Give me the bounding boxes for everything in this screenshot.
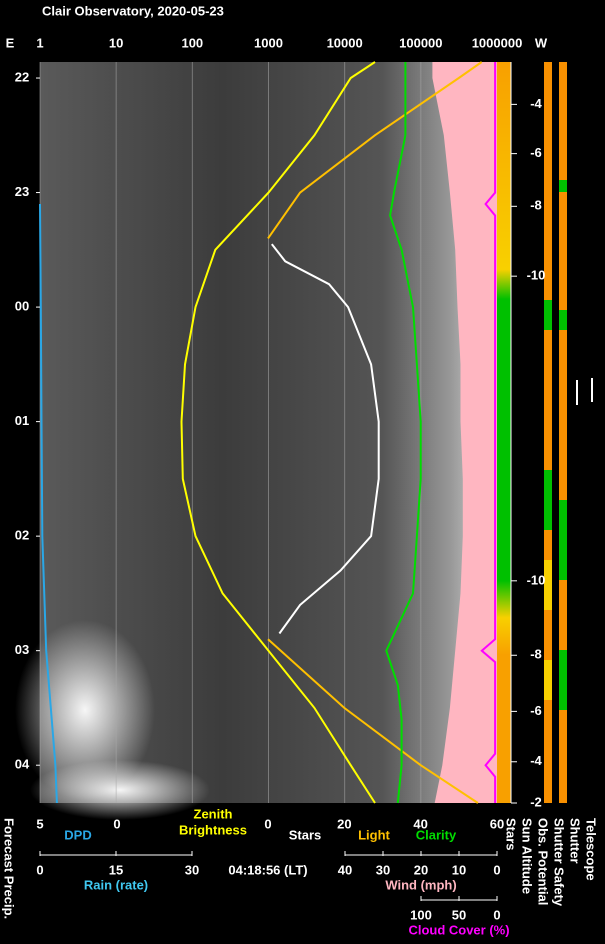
time-tick-label: 01 <box>15 413 29 428</box>
obs-potential-strip <box>544 62 552 803</box>
strip-label: Stars <box>504 818 519 851</box>
sun-altitude-label: -10 <box>527 268 546 283</box>
time-tick-label: 00 <box>15 299 29 314</box>
west-label: W <box>535 35 548 50</box>
sun-altitude-label: -10 <box>527 572 546 587</box>
time-tick-label: 02 <box>15 528 29 543</box>
east-label: E <box>6 35 15 50</box>
shutter-safety-segment <box>559 500 567 580</box>
axis-tick-label: 20 <box>414 862 428 877</box>
obs-potential-segment <box>544 660 552 700</box>
shutter-safety-segment <box>559 650 567 710</box>
top-tick-label: 1000000 <box>472 35 523 50</box>
local-time: 04:18:56 (LT) <box>228 862 307 877</box>
strip-label: Shutter Safety <box>552 818 567 907</box>
axis-tick-label: 10 <box>452 862 466 877</box>
left-label: Forecast Precip. <box>2 818 17 919</box>
series-line <box>267 61 483 804</box>
top-tick-label: 10 <box>109 35 123 50</box>
sun-altitude-label: -8 <box>530 198 542 213</box>
cloud-area <box>432 62 497 803</box>
sun-altitude-label: -8 <box>530 647 542 662</box>
series-line <box>180 61 376 804</box>
sun-altitude-label: -4 <box>530 753 542 768</box>
series-line <box>39 203 58 804</box>
series-line <box>480 62 497 803</box>
axis-label: Zenith <box>194 806 233 821</box>
legend-label: Stars <box>289 827 322 842</box>
axis-tick-label: 20 <box>337 816 351 831</box>
top-tick-label: 100000 <box>399 35 442 50</box>
axis-tick-label: 0 <box>493 907 500 922</box>
chart-title: Clair Observatory, 2020-05-23 <box>42 3 224 18</box>
axis-label: Wind (mph) <box>385 877 456 892</box>
axis-tick-label: 0 <box>113 816 120 831</box>
top-tick-label: 1 <box>36 35 43 50</box>
strip-label: Obs. Potential <box>536 818 551 905</box>
time-tick-label: 23 <box>15 184 29 199</box>
shutter-safety-segment <box>559 310 567 330</box>
axis-label: Cloud Cover (%) <box>408 922 509 937</box>
axis-label: Brightness <box>179 822 247 837</box>
axis-tick-label: 30 <box>185 862 199 877</box>
obs-potential-segment <box>544 300 552 330</box>
legend-label: Light <box>358 827 390 842</box>
stars-strip <box>497 62 511 803</box>
obs-potential-segment <box>544 470 552 530</box>
axis-tick-label: 100 <box>410 907 432 922</box>
sky-glow <box>15 620 155 800</box>
obs-potential-segment <box>544 560 552 610</box>
top-tick-label: 100 <box>181 35 203 50</box>
axis-tick-label: 5 <box>36 816 43 831</box>
axis-tick-label: 0 <box>36 862 43 877</box>
axis-tick-label: 0 <box>493 862 500 877</box>
sky-glow <box>30 760 210 820</box>
sun-altitude-label: -6 <box>530 145 542 160</box>
axis-tick-label: 40 <box>338 862 352 877</box>
sun-altitude-label: -2 <box>530 794 542 809</box>
axis-tick-label: 0 <box>264 816 271 831</box>
shutter-safety-strip <box>559 62 567 803</box>
axis-tick-label: 60 <box>490 816 504 831</box>
legend-label: DPD <box>64 827 91 842</box>
sun-altitude-label: -6 <box>530 703 542 718</box>
axis-tick-label: 15 <box>109 862 123 877</box>
legend-label: Clarity <box>416 827 457 842</box>
series-line <box>271 243 380 635</box>
time-tick-label: 04 <box>15 757 30 772</box>
axis-label: Rain (rate) <box>84 877 148 892</box>
axis-tick-label: 30 <box>376 862 390 877</box>
sun-altitude-label: -4 <box>530 96 542 111</box>
shutter-safety-segment <box>559 180 567 192</box>
axis-tick-label: 50 <box>452 907 466 922</box>
strip-label: Sun Altitude <box>520 818 535 894</box>
series-line <box>385 62 422 804</box>
time-tick-label: 03 <box>15 642 29 657</box>
axis-tick-label: 40 <box>413 816 427 831</box>
strip-label: Shutter <box>568 818 583 864</box>
top-tick-label: 10000 <box>327 35 363 50</box>
strip-label: Telescope <box>584 818 599 881</box>
top-tick-label: 1000 <box>254 35 283 50</box>
time-tick-label: 22 <box>15 69 29 84</box>
cloud-layer <box>39 61 498 804</box>
